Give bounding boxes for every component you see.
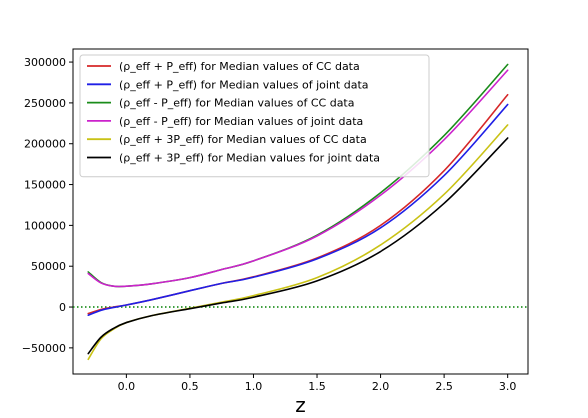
x-tick-label: 1.0 xyxy=(245,380,263,393)
y-tick-label: 100000 xyxy=(24,219,66,232)
x-tick-label: 2.0 xyxy=(372,380,390,393)
y-tick-label: 300000 xyxy=(24,56,66,69)
x-tick-label: 0.5 xyxy=(181,380,199,393)
y-tick-label: 250000 xyxy=(24,97,66,110)
legend-entry-label: (ρ_eff + P_eff) for Median values of joi… xyxy=(119,78,369,91)
series-line-6 xyxy=(87,137,509,355)
y-tick-label: 200000 xyxy=(24,138,66,151)
series-line-2 xyxy=(87,103,509,317)
legend-entry-label: (ρ_eff + 3P_eff) for Median values for j… xyxy=(119,152,380,165)
y-tick-label: 150000 xyxy=(24,179,66,192)
x-tick-label: 3.0 xyxy=(499,380,517,393)
legend-entry-label: (ρ_eff + 3P_eff) for Median values of CC… xyxy=(119,133,367,146)
x-axis-label: z xyxy=(295,393,306,417)
legend-entry-label: (ρ_eff - P_eff) for Median values of CC … xyxy=(119,97,355,110)
y-tick-label: −50000 xyxy=(22,342,66,355)
x-tick-label: 2.5 xyxy=(435,380,453,393)
legend-box xyxy=(79,54,430,178)
y-tick-label: 50000 xyxy=(31,260,66,273)
plot-area xyxy=(73,63,528,361)
y-tick-label: 0 xyxy=(59,301,66,314)
legend-entry-label: (ρ_eff + P_eff) for Median values of CC … xyxy=(119,60,360,73)
x-tick-label: 1.5 xyxy=(308,380,326,393)
legend-entry-label: (ρ_eff - P_eff) for Median values of joi… xyxy=(119,115,363,128)
x-tick-label: 0.0 xyxy=(118,380,136,393)
x-axis-ticks: 0.0 0.5 1.0 1.5 2.0 2.5 3.0 xyxy=(118,374,517,393)
legend: (ρ_eff + P_eff) for Median values of CC … xyxy=(79,54,430,178)
y-axis-ticks: −50000 0 50000 100000 150000 200000 250000 3000… xyxy=(22,56,73,355)
